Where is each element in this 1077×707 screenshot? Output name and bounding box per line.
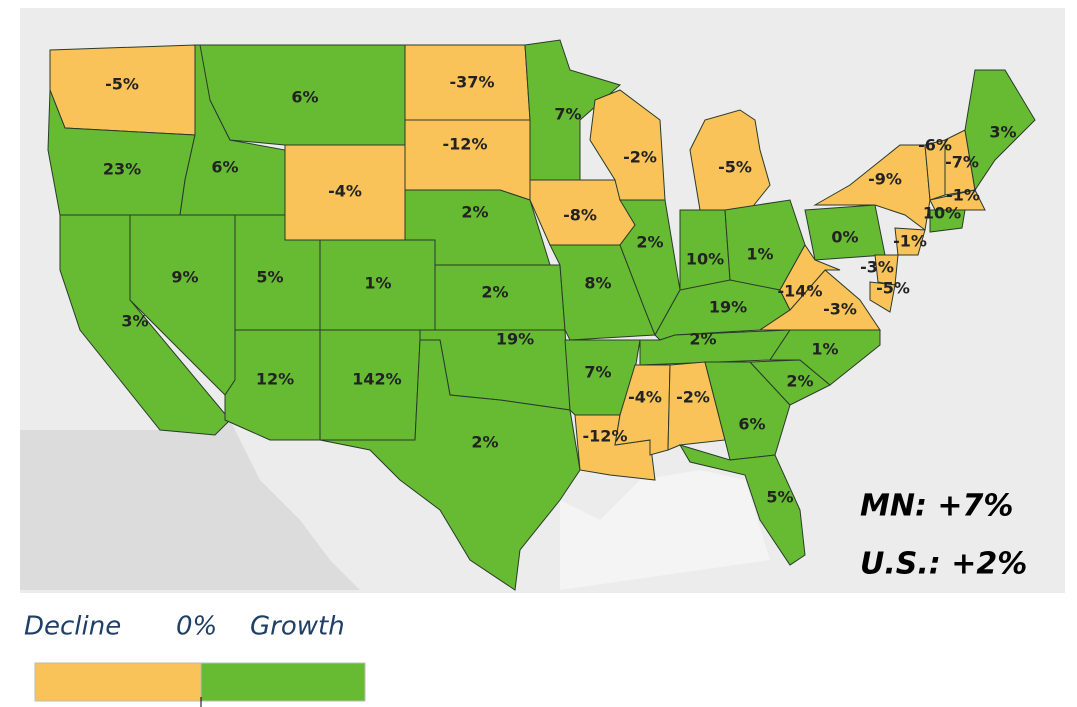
legend-zero: 0% (176, 612, 217, 642)
state-label: -7% (945, 153, 979, 172)
state-label: -2% (623, 148, 657, 167)
state-label: 19% (496, 330, 534, 349)
state (929, 209, 966, 233)
state (894, 227, 926, 256)
state (779, 244, 841, 311)
state (678, 444, 806, 566)
state-label: -37% (450, 73, 495, 92)
callout: U.S.: +2% (860, 547, 1027, 582)
basemap-water (560, 470, 770, 590)
state-label: -2% (676, 388, 710, 407)
state-label: 7% (584, 363, 611, 382)
states (47, 39, 1036, 591)
legend-growth: Growth (250, 612, 345, 642)
state-label: 12% (256, 370, 294, 389)
state-label: -8% (563, 206, 597, 225)
state-label: -5% (718, 158, 752, 177)
state-label: -4% (328, 182, 362, 201)
state-label: -3% (823, 300, 857, 319)
callout: MN: +7% (860, 489, 1013, 524)
state-label: -1% (893, 232, 927, 251)
state-label: 0% (831, 228, 858, 247)
state-label: 7% (554, 105, 581, 124)
state-label: 1% (746, 245, 773, 264)
state-label: 2% (471, 433, 498, 452)
state-label: 23% (103, 160, 141, 179)
state-label: -6% (918, 136, 952, 155)
state-label: -12% (443, 135, 488, 154)
state-label: -5% (876, 279, 910, 298)
state-label: -1% (946, 186, 980, 205)
state (667, 361, 726, 451)
state-label: 3% (121, 312, 148, 331)
state-label: 1% (811, 340, 838, 359)
legend-growth-swatch (200, 662, 366, 702)
state-label: -4% (628, 388, 662, 407)
state-label: 2% (786, 372, 813, 391)
state-label: 5% (766, 488, 793, 507)
state-label: 1% (364, 274, 391, 293)
state-label: 3% (989, 123, 1016, 142)
state (869, 281, 896, 313)
state-label: -12% (583, 427, 628, 446)
state-label: 2% (481, 283, 508, 302)
state-label: 2% (689, 330, 716, 349)
state (929, 189, 986, 211)
state (689, 109, 771, 211)
state-label: -9% (868, 170, 902, 189)
state (619, 199, 681, 337)
basemap-land (20, 420, 360, 590)
state-label: 2% (636, 233, 663, 252)
state-label: -14% (778, 282, 823, 301)
state (319, 339, 581, 591)
state-label: 6% (738, 415, 765, 434)
state (404, 119, 531, 201)
state-label: 142% (352, 370, 401, 389)
state-label: 10% (686, 250, 724, 269)
state (524, 39, 622, 181)
state-label: 8% (584, 274, 611, 293)
state-label: 5% (256, 268, 283, 287)
legend-decline: Decline (24, 612, 121, 642)
state-label: -5% (105, 75, 139, 94)
state-label: -3% (860, 258, 894, 277)
state-label: 6% (211, 158, 238, 177)
state (758, 269, 881, 331)
state-label: 6% (291, 88, 318, 107)
state-label: 19% (709, 298, 747, 317)
legend-decline-swatch (34, 662, 202, 702)
state-labels: -5% 23% 3% 9% 6% 6% -4% 5% 1% 12% 142% -37% -12% 2% 2%… (103, 73, 1017, 507)
state-label: 10% (923, 204, 961, 223)
state-label: 2% (461, 203, 488, 222)
state-label: 9% (171, 268, 198, 287)
